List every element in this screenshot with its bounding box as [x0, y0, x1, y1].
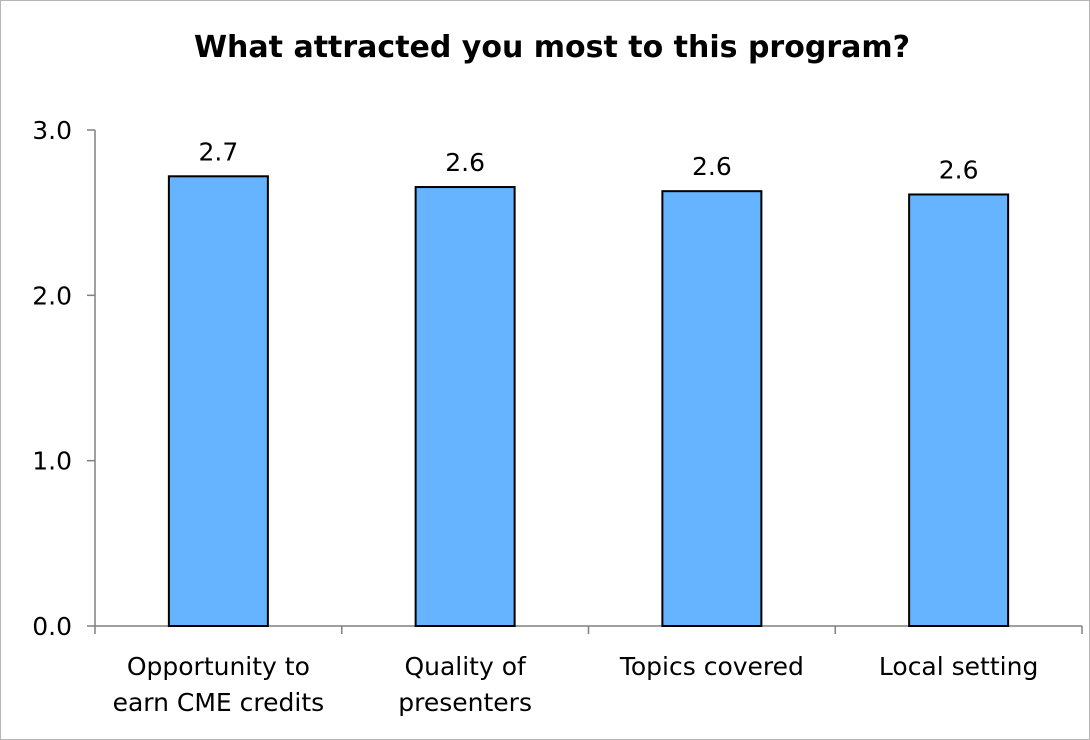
category-label: Quality of [404, 652, 527, 681]
bar [167, 175, 269, 627]
y-tick-label: 3.0 [32, 116, 72, 145]
category-label: Local setting [879, 652, 1038, 681]
category-label: presenters [398, 688, 532, 717]
data-label: 2.6 [939, 155, 979, 184]
y-tick-label: 0.0 [32, 612, 72, 641]
y-tick-label: 2.0 [32, 281, 72, 310]
bar [414, 186, 516, 627]
bars [167, 175, 1010, 627]
data-label: 2.7 [198, 137, 238, 166]
bar [661, 190, 763, 627]
y-tick-label: 1.0 [32, 447, 72, 476]
chart-title: What attracted you most to this program? [194, 30, 910, 65]
labels: 2.7 Opportunity to earn CME credits 2.6 Qual… [113, 137, 1039, 717]
category-label: earn CME credits [113, 688, 325, 717]
category-label: Topics covered [619, 652, 804, 681]
category-label: Opportunity to [127, 652, 310, 681]
data-label: 2.6 [445, 148, 485, 177]
data-label: 2.6 [692, 152, 732, 181]
bar [908, 193, 1010, 627]
